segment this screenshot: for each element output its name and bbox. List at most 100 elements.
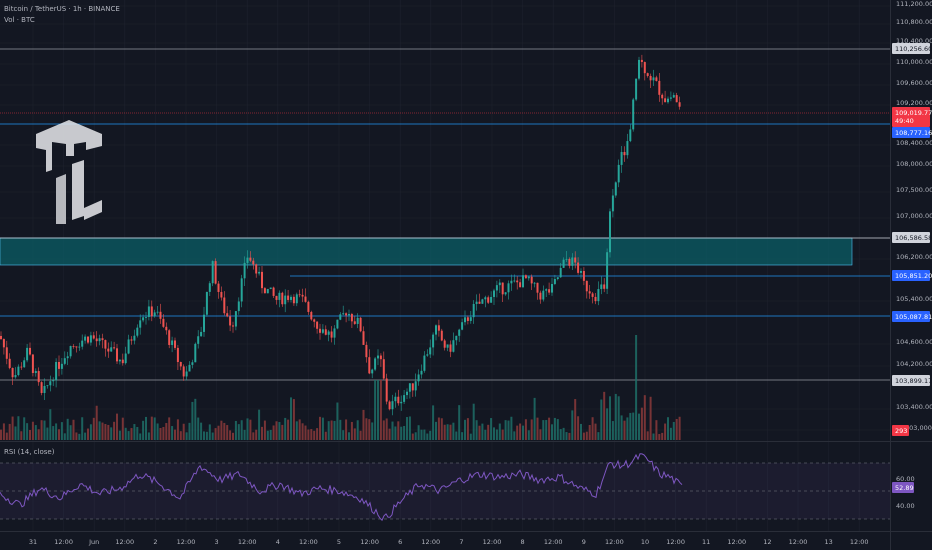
candle bbox=[301, 294, 304, 297]
candle bbox=[466, 317, 469, 321]
candle bbox=[464, 317, 466, 323]
time-tick: 13 bbox=[824, 538, 832, 546]
candle bbox=[678, 102, 681, 107]
candle bbox=[553, 279, 556, 284]
volume-bar bbox=[69, 425, 72, 440]
badge-level-mid[interactable]: 105,851.20 bbox=[892, 270, 932, 281]
volume-bar bbox=[594, 423, 597, 440]
price-tick: 104,200.00 bbox=[896, 360, 932, 368]
candle bbox=[66, 356, 69, 359]
volume-bar bbox=[614, 393, 617, 440]
candle bbox=[600, 284, 603, 290]
demand-zone[interactable] bbox=[0, 237, 853, 266]
volume-bar bbox=[472, 403, 475, 440]
badge-high-text: 110,256.60 bbox=[895, 45, 932, 53]
volume-bar bbox=[345, 419, 348, 440]
rsi-tick: 40.00 bbox=[896, 502, 915, 510]
volume-bar bbox=[678, 416, 681, 440]
rsi-legend[interactable]: RSI (14, close) bbox=[4, 448, 55, 456]
candle bbox=[258, 271, 261, 274]
volume-bar bbox=[58, 429, 60, 440]
candles[interactable] bbox=[0, 54, 681, 416]
volume-bar bbox=[107, 424, 110, 440]
candle bbox=[275, 295, 278, 300]
candle bbox=[522, 275, 524, 288]
time-tick: 12:00 bbox=[115, 538, 134, 546]
volume-bar bbox=[20, 431, 23, 440]
candle bbox=[194, 343, 197, 363]
candle bbox=[379, 355, 382, 360]
candle bbox=[147, 306, 150, 317]
volume-bar bbox=[609, 396, 611, 440]
badge-level-bottom[interactable]: 103,899.17 bbox=[892, 375, 932, 386]
candle bbox=[519, 282, 522, 288]
volume-bar bbox=[452, 422, 455, 440]
volume-bar bbox=[664, 423, 667, 440]
price-tick: 107,000.00 bbox=[896, 212, 932, 220]
badge-support-top[interactable]: 108,777.16 bbox=[892, 127, 932, 138]
volume-bar bbox=[643, 395, 646, 440]
candle bbox=[646, 73, 649, 76]
volume-bar bbox=[408, 416, 411, 440]
candle bbox=[81, 340, 84, 347]
candle bbox=[40, 382, 43, 393]
candle bbox=[298, 294, 301, 296]
volume-bar bbox=[60, 422, 63, 440]
candle bbox=[5, 347, 8, 359]
symbol-legend[interactable]: Bitcoin / TetherUS · 1h · BINANCE bbox=[4, 5, 120, 13]
volume-bar bbox=[301, 423, 304, 440]
volume-bar bbox=[417, 425, 420, 440]
volume-bar bbox=[577, 416, 580, 440]
volume-bar bbox=[55, 423, 58, 440]
candle bbox=[609, 211, 611, 253]
volume-bar bbox=[591, 417, 594, 440]
price-tick: 105,400.00 bbox=[896, 295, 932, 303]
volume-bar bbox=[252, 432, 255, 440]
badge-last-price[interactable]: 109,019.77 49:40 bbox=[892, 107, 932, 127]
volume-bar bbox=[307, 429, 310, 440]
candle bbox=[638, 59, 640, 79]
rsi-line[interactable] bbox=[0, 453, 683, 522]
candle bbox=[31, 354, 34, 374]
candle bbox=[667, 98, 669, 103]
candle bbox=[23, 360, 26, 368]
volume-bar bbox=[432, 405, 435, 440]
badge-rsi[interactable]: 52.89 bbox=[892, 482, 914, 493]
volume-bar bbox=[168, 417, 171, 440]
volume-bar bbox=[464, 419, 466, 440]
candle bbox=[588, 291, 591, 294]
volume-bar bbox=[153, 417, 156, 440]
candle bbox=[29, 347, 31, 355]
volume-bar bbox=[200, 422, 203, 440]
candle bbox=[664, 98, 667, 103]
time-tick: 12:00 bbox=[54, 538, 73, 546]
badge-zone-top[interactable]: 106,586.58 bbox=[892, 232, 932, 243]
candle bbox=[232, 325, 234, 327]
volume-bar bbox=[290, 397, 292, 440]
badge-volume[interactable]: 293 bbox=[892, 425, 909, 436]
volume-bar bbox=[397, 421, 400, 440]
time-tick: Jun bbox=[88, 538, 99, 546]
volume-bar bbox=[516, 425, 519, 440]
badge-high[interactable]: 110,256.60 bbox=[892, 43, 932, 54]
volume-bar bbox=[623, 420, 626, 440]
volume-bar bbox=[606, 408, 609, 440]
candle bbox=[295, 294, 298, 304]
candle bbox=[640, 59, 643, 63]
volume-legend[interactable]: Vol · BTC bbox=[4, 16, 35, 24]
volume-bar bbox=[638, 413, 640, 440]
badge-zone-top-text: 106,586.58 bbox=[895, 234, 932, 242]
volume-bar bbox=[52, 426, 55, 440]
candle bbox=[116, 348, 118, 362]
time-axis[interactable]: 31 12:00 Jun 12:00 2 12:00 3 12:00 4 12:00 5 12:00 6… bbox=[29, 538, 869, 546]
price-axis[interactable]: 111,200.00 110,800.00 110,400.00 110,000… bbox=[896, 0, 932, 432]
volume-bar bbox=[136, 426, 139, 440]
candle bbox=[121, 359, 124, 364]
candle bbox=[281, 292, 284, 305]
badge-level-low[interactable]: 105,087.81 bbox=[892, 311, 932, 322]
candle bbox=[614, 182, 617, 196]
candle bbox=[55, 361, 58, 381]
volume-bar bbox=[382, 420, 385, 440]
